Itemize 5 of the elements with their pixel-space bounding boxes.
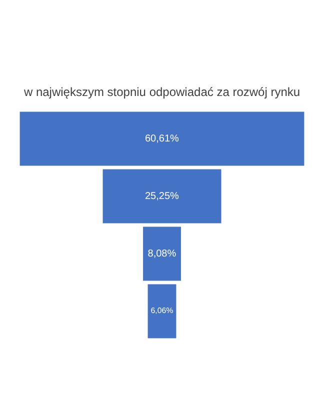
text: w największym stopniu odpowiadać za rozwój rynku bbox=[22, 85, 300, 99]
data-label: 8,08% bbox=[148, 248, 176, 260]
data-label: 60,61% bbox=[144, 133, 180, 144]
data-label: 25,25% bbox=[144, 190, 180, 202]
data-label: 6,06% bbox=[150, 306, 174, 316]
